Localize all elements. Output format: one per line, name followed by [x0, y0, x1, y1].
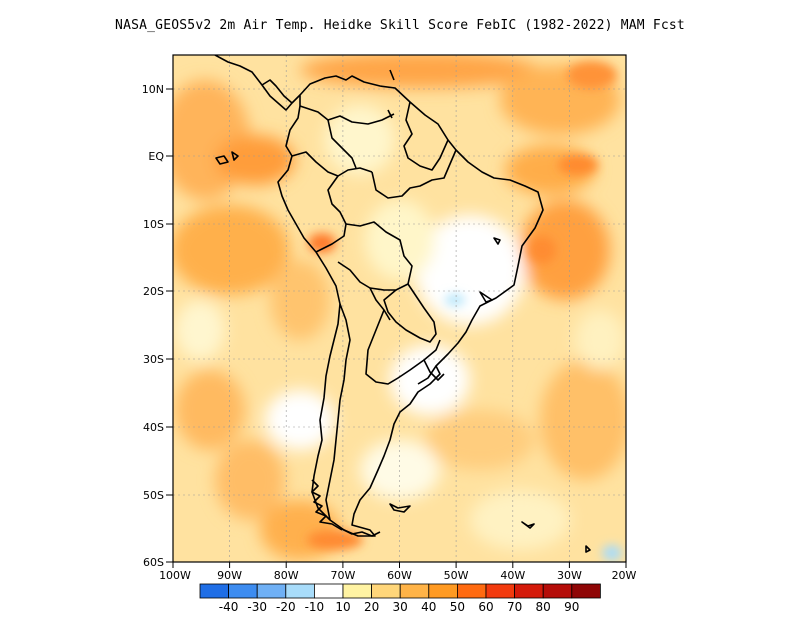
longitude-axis: 100W 90W 80W 70W 60W 50W 40W 30W 20W	[159, 562, 637, 582]
colorbar-label: 60	[478, 600, 493, 614]
colorbar-label: -10	[305, 600, 325, 614]
colorbar-label: 80	[536, 600, 551, 614]
latitude-axis: 10N EQ 10S 20S 30S 40S 50S 60S	[142, 83, 173, 569]
colorbar-swatch	[428, 583, 458, 599]
lon-label-90w: 90W	[217, 569, 242, 582]
colorbar-boxes	[199, 583, 601, 599]
colorbar-swatch	[371, 583, 401, 599]
lon-label-70w: 70W	[330, 569, 355, 582]
lon-label-30w: 30W	[557, 569, 582, 582]
lon-label-60w: 60W	[387, 569, 412, 582]
lon-label-100w: 100W	[159, 569, 191, 582]
lon-label-40w: 40W	[500, 569, 525, 582]
colorbar-label: 50	[450, 600, 465, 614]
colorbar-swatch	[456, 583, 487, 599]
colorbar-label: -40	[219, 600, 239, 614]
lat-label-60s: 60S	[143, 556, 164, 569]
colorbar-swatch	[199, 583, 230, 599]
colorbar-swatch	[514, 583, 544, 599]
colorbar-label: -30	[247, 600, 267, 614]
lat-label-20s: 20S	[143, 285, 164, 298]
colorbar-swatch	[228, 583, 258, 599]
colorbar-labels: -40 -30 -20 -10 10 20 30 40 50 60 70 80 90	[219, 600, 580, 614]
colorbar-label: 40	[421, 600, 436, 614]
colorbar-label: -20	[276, 600, 296, 614]
lat-label-eq: EQ	[148, 150, 164, 163]
colorbar-swatch	[256, 583, 287, 599]
colorbar-label: 30	[393, 600, 408, 614]
graticule	[173, 55, 626, 562]
colorbar-swatch	[399, 583, 430, 599]
lon-label-80w: 80W	[274, 569, 299, 582]
colorbar-swatch	[313, 583, 344, 599]
colorbar-swatch	[342, 583, 373, 599]
lon-label-50w: 50W	[444, 569, 469, 582]
colorbar-swatch	[542, 583, 573, 599]
colorbar-label: 90	[564, 600, 579, 614]
lat-label-10s: 10S	[143, 218, 164, 231]
colorbar-label: 70	[507, 600, 522, 614]
lat-label-50s: 50S	[143, 489, 164, 502]
colorbar-swatch	[485, 583, 516, 599]
colorbar-swatch	[285, 583, 315, 599]
colorbar-label: 20	[364, 600, 379, 614]
map-title: NASA_GEOS5v2 2m Air Temp. Heidke Skill S…	[115, 18, 685, 33]
lat-label-10n: 10N	[142, 83, 164, 96]
lat-label-30s: 30S	[143, 353, 164, 366]
colorbar-swatch	[571, 583, 601, 599]
coastline	[214, 55, 591, 553]
lon-label-20w: 20W	[612, 569, 637, 582]
colorbar-label: 10	[335, 600, 350, 614]
lat-label-40s: 40S	[143, 421, 164, 434]
